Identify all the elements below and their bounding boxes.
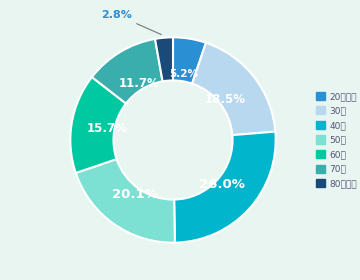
Text: 15.7%: 15.7%	[87, 122, 128, 136]
Text: 26.0%: 26.0%	[199, 178, 245, 191]
Wedge shape	[70, 77, 126, 173]
Wedge shape	[155, 37, 173, 81]
Legend: 20代以下, 30代, 40代, 50代, 60代, 70代, 80代以上: 20代以下, 30代, 40代, 50代, 60代, 70代, 80代以上	[316, 92, 357, 188]
Wedge shape	[173, 37, 206, 84]
Text: 18.5%: 18.5%	[205, 93, 246, 106]
Text: 2.8%: 2.8%	[101, 10, 161, 34]
Text: 20.1%: 20.1%	[112, 188, 158, 201]
Text: 5.2%: 5.2%	[169, 69, 198, 79]
Wedge shape	[192, 43, 275, 135]
Wedge shape	[174, 132, 276, 243]
Wedge shape	[76, 159, 175, 243]
Text: 11.7%: 11.7%	[118, 76, 159, 90]
Wedge shape	[92, 39, 163, 104]
